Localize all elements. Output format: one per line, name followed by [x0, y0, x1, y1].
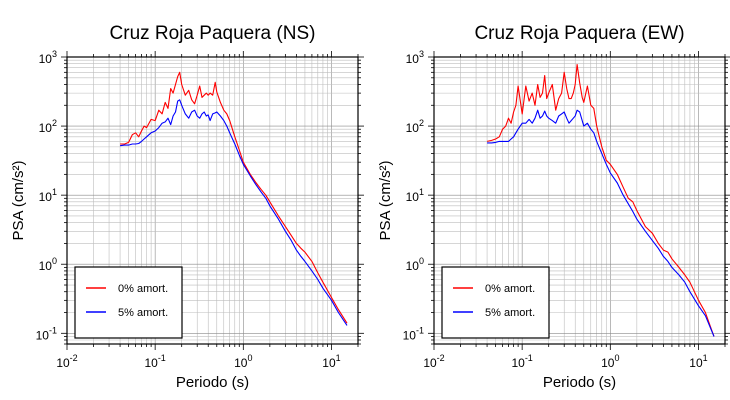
y-tick-label: 10-1	[36, 325, 57, 342]
y-axis-label: PSA (cm/s²)	[377, 160, 394, 240]
y-tick-label: 101	[39, 187, 57, 204]
series-line-undamped	[486, 63, 715, 337]
y-tick-label: 100	[406, 256, 424, 273]
x-tick-label: 100	[601, 353, 619, 370]
y-tick-label: 100	[39, 256, 57, 273]
plot-frame	[433, 56, 726, 345]
y-tick-label: 102	[406, 118, 424, 135]
axis-ticks	[61, 51, 364, 350]
series-line-damped	[120, 99, 348, 326]
chart-title: Cruz Roja Paquera (NS)	[110, 23, 316, 44]
x-tick-label: 10-2	[56, 353, 77, 370]
series-line-damped	[487, 109, 715, 337]
axis-ticks	[428, 51, 730, 350]
y-tick-label: 101	[406, 187, 424, 204]
y-tick-label: 10-1	[403, 325, 424, 342]
legend-label: 5% amort.	[118, 307, 168, 319]
x-tick-label: 10-1	[511, 353, 532, 370]
chart-panel-1: 10-2 10-1 100 101 10-1 100 101 102 103 Cruz Roja …	[377, 23, 730, 391]
x-tick-label: 101	[689, 353, 707, 370]
x-tick-label: 10-1	[144, 353, 165, 370]
chart-panel-0: 10-2 10-1 100 101 10-1 100 101 102 103 Cruz Roja …	[10, 23, 364, 391]
chart-title: Cruz Roja Paquera (EW)	[474, 23, 684, 44]
plot-frame	[66, 56, 359, 345]
legend-box	[441, 266, 550, 339]
y-tick-label: 103	[39, 49, 57, 66]
legend: 0% amort. 5% amort.	[74, 266, 183, 339]
legend-label: 0% amort.	[485, 283, 535, 295]
x-axis-label: Periodo (s)	[543, 374, 616, 391]
x-tick-label: 10-2	[423, 353, 444, 370]
legend-label: 5% amort.	[485, 307, 535, 319]
legend-label: 0% amort.	[118, 283, 168, 295]
y-tick-label: 102	[39, 118, 57, 135]
y-axis-label: PSA (cm/s²)	[10, 160, 27, 240]
legend: 0% amort. 5% amort.	[441, 266, 550, 339]
grid	[434, 57, 725, 344]
y-tick-label: 103	[406, 49, 424, 66]
x-axis-label: Periodo (s)	[176, 374, 249, 391]
legend-box	[74, 266, 183, 339]
x-tick-label: 101	[322, 353, 340, 370]
x-tick-label: 100	[234, 353, 252, 370]
series-line-undamped	[120, 71, 348, 324]
